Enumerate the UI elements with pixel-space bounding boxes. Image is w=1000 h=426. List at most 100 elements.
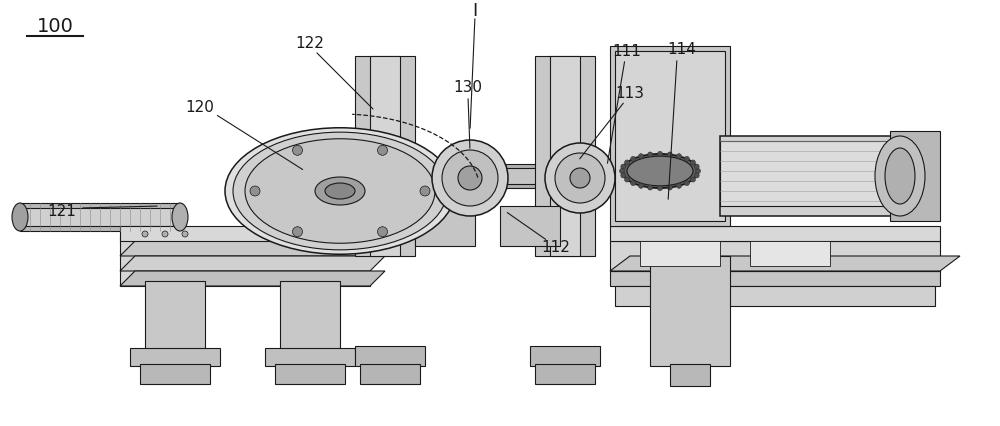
Text: 111: 111 <box>613 43 641 58</box>
Bar <box>615 51 725 221</box>
Circle shape <box>378 227 388 237</box>
Circle shape <box>648 152 653 157</box>
Bar <box>500 206 560 246</box>
Circle shape <box>694 173 699 178</box>
Circle shape <box>694 164 699 169</box>
Bar <box>550 56 580 256</box>
Bar <box>530 346 600 366</box>
Ellipse shape <box>245 139 435 243</box>
Circle shape <box>658 151 662 156</box>
Circle shape <box>621 164 626 169</box>
Circle shape <box>667 152 672 157</box>
Ellipse shape <box>442 150 498 206</box>
Text: 112: 112 <box>542 241 570 256</box>
Circle shape <box>648 185 653 190</box>
Circle shape <box>667 185 672 190</box>
Bar <box>335 164 715 188</box>
Bar <box>535 56 595 256</box>
Text: 121: 121 <box>48 204 76 219</box>
Circle shape <box>378 145 388 155</box>
Bar <box>610 271 940 286</box>
Bar <box>610 46 730 226</box>
Bar <box>670 364 710 386</box>
Circle shape <box>327 231 333 237</box>
Bar <box>535 364 595 384</box>
Circle shape <box>292 227 302 237</box>
Bar <box>720 136 900 216</box>
Bar <box>610 226 940 241</box>
Ellipse shape <box>458 166 482 190</box>
Circle shape <box>690 177 695 182</box>
Bar <box>20 203 180 231</box>
Circle shape <box>631 181 636 186</box>
Bar <box>140 364 210 384</box>
Bar <box>750 241 830 266</box>
Circle shape <box>690 160 695 165</box>
Circle shape <box>620 169 624 173</box>
Circle shape <box>621 173 626 178</box>
Circle shape <box>684 156 689 161</box>
Text: 114: 114 <box>668 43 696 58</box>
Ellipse shape <box>12 203 28 231</box>
Circle shape <box>639 154 644 159</box>
Bar <box>615 286 935 306</box>
Bar <box>640 241 720 266</box>
Polygon shape <box>610 256 960 271</box>
Circle shape <box>676 183 682 188</box>
Ellipse shape <box>545 143 615 213</box>
Ellipse shape <box>432 140 508 216</box>
Ellipse shape <box>315 177 365 205</box>
Circle shape <box>347 231 353 237</box>
Bar <box>355 346 425 366</box>
Circle shape <box>696 169 700 173</box>
Ellipse shape <box>622 154 698 188</box>
Ellipse shape <box>555 153 605 203</box>
Ellipse shape <box>885 148 915 204</box>
Ellipse shape <box>225 128 455 254</box>
Polygon shape <box>120 256 385 271</box>
Bar <box>265 348 355 366</box>
Circle shape <box>639 183 644 188</box>
Bar <box>415 206 475 246</box>
Bar <box>120 236 370 286</box>
Circle shape <box>250 186 260 196</box>
Ellipse shape <box>570 168 590 188</box>
Ellipse shape <box>875 136 925 216</box>
Bar <box>720 141 900 206</box>
Circle shape <box>676 154 682 159</box>
Circle shape <box>658 186 662 190</box>
Circle shape <box>684 181 689 186</box>
Circle shape <box>292 145 302 155</box>
Bar <box>280 281 340 351</box>
Circle shape <box>182 231 188 237</box>
Bar <box>335 168 715 184</box>
Bar <box>355 56 415 256</box>
Text: 100: 100 <box>37 17 73 35</box>
Ellipse shape <box>325 183 355 199</box>
Bar <box>650 256 730 366</box>
Bar <box>370 56 400 256</box>
Ellipse shape <box>627 156 693 186</box>
Bar <box>890 131 940 221</box>
Circle shape <box>625 160 630 165</box>
Bar <box>20 208 180 226</box>
Bar <box>130 348 220 366</box>
Text: I: I <box>472 2 478 20</box>
Bar <box>360 364 420 384</box>
Bar <box>145 281 205 351</box>
Circle shape <box>420 186 430 196</box>
Bar <box>610 241 940 271</box>
Circle shape <box>631 156 636 161</box>
Circle shape <box>162 231 168 237</box>
Circle shape <box>307 231 313 237</box>
Text: 130: 130 <box>454 81 482 95</box>
Ellipse shape <box>172 203 188 231</box>
Polygon shape <box>120 271 385 286</box>
Ellipse shape <box>233 132 447 250</box>
Bar <box>120 226 370 241</box>
Circle shape <box>142 231 148 237</box>
Text: 122: 122 <box>296 37 324 52</box>
Text: 120: 120 <box>186 101 214 115</box>
Polygon shape <box>120 241 385 256</box>
Bar <box>275 364 345 384</box>
